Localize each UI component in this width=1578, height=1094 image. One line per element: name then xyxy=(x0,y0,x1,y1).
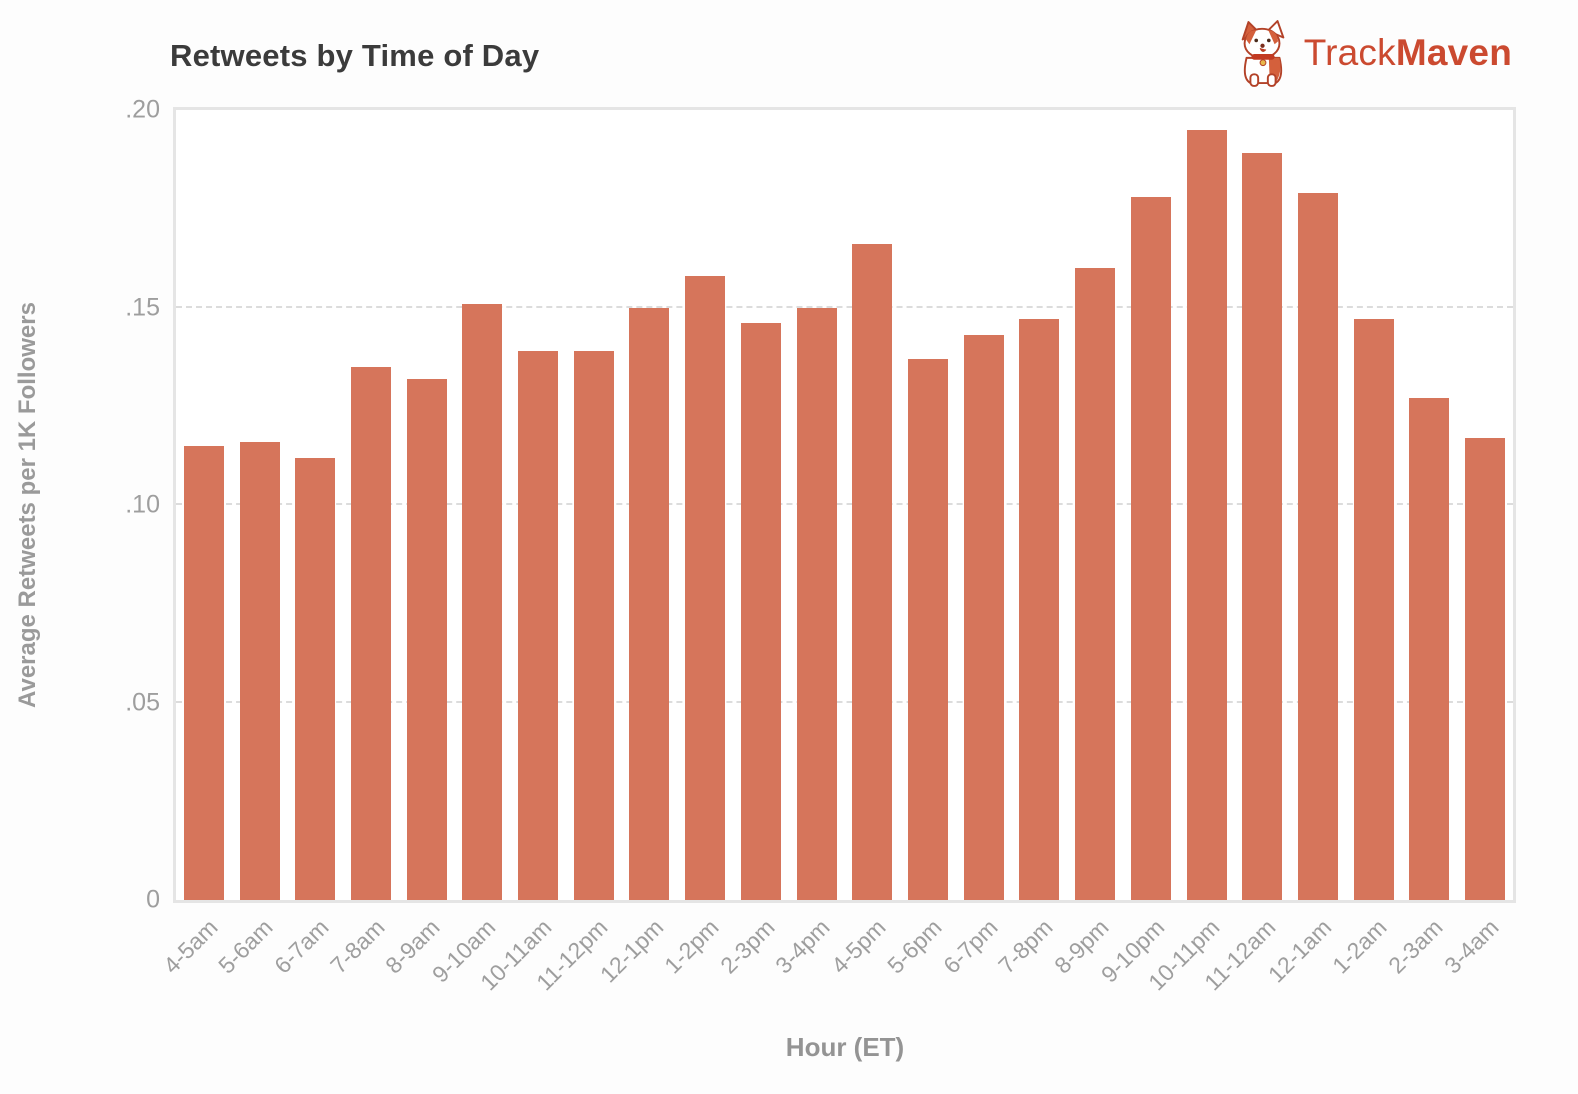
xtick-label-6-7am: 6-7am xyxy=(269,914,334,979)
xtick-label-2-3am: 2-3am xyxy=(1383,914,1448,979)
bar-slot-1-2am: 1-2am xyxy=(1328,110,1402,978)
gridline-0.1 xyxy=(176,503,1513,505)
bar-slot-7-8am: 7-8am xyxy=(325,110,399,978)
bar-slot-11-12pm: 11-12pm xyxy=(531,110,622,995)
logo-text-maven: Maven xyxy=(1395,32,1512,73)
bar-slot-9-10am: 9-10am xyxy=(427,110,511,988)
bar-11-12pm xyxy=(573,350,614,900)
bar-4-5pm xyxy=(852,244,893,900)
xtick-label-7-8am: 7-8am xyxy=(324,914,390,979)
bar-slot-7-8pm: 7-8pm xyxy=(993,110,1068,978)
bar-7-8pm xyxy=(1019,319,1060,900)
bar-12-1pm xyxy=(629,307,670,900)
xtick-label-2-3pm: 2-3pm xyxy=(714,914,780,979)
bar-8-9pm xyxy=(1075,268,1116,900)
ytick-label-20: .20 xyxy=(125,95,160,124)
bar-11-12am xyxy=(1242,153,1283,900)
xtick-label-3-4am: 3-4am xyxy=(1438,914,1504,979)
bar-series: 4-5am 5-6am 6-7am 7-8am 8-9am 9-10am 10-11am 11… xyxy=(158,110,1513,995)
bar-6-7am xyxy=(295,457,336,900)
bar-slot-4-5pm: 4-5pm xyxy=(826,110,900,978)
bar-10-11pm xyxy=(1186,129,1227,900)
ytick-label-0: 0 xyxy=(146,885,160,914)
bar-slot-5-6am: 5-6am xyxy=(213,110,288,978)
xtick-label-3-4pm: 3-4pm xyxy=(770,914,835,979)
bar-9-10pm xyxy=(1130,196,1171,900)
y-axis-title: Average Retweets per 1K Followers xyxy=(14,302,41,708)
bar-slot-3-4pm: 3-4pm xyxy=(770,110,845,978)
bar-slot-11-12am: 11-12am xyxy=(1199,110,1290,995)
bar-5-6pm xyxy=(907,358,948,900)
ytick-label-10: .10 xyxy=(125,490,160,519)
bar-2-3pm xyxy=(740,323,781,900)
bar-slot-8-9am: 8-9am xyxy=(381,110,455,978)
bar-slot-2-3am: 2-3am xyxy=(1383,110,1457,978)
bar-slot-9-10pm: 9-10pm xyxy=(1096,110,1179,988)
bar-10-11am xyxy=(518,350,559,900)
bar-9-10am xyxy=(462,303,503,900)
bar-8-9am xyxy=(406,378,447,900)
ytick-label-05: .05 xyxy=(125,688,160,716)
bar-6-7pm xyxy=(963,335,1004,900)
bar-slot-10-11pm: 10-11pm xyxy=(1144,110,1235,995)
xtick-label-5-6am: 5-6am xyxy=(213,914,278,979)
xtick-label-6-7pm: 6-7pm xyxy=(937,914,1003,979)
bar-slot-10-11am: 10-11am xyxy=(475,110,566,995)
bar-slot-4-5am: 4-5am xyxy=(158,110,232,978)
xtick-label-5-6pm: 5-6pm xyxy=(881,914,947,979)
bar-slot-2-3pm: 2-3pm xyxy=(715,110,789,978)
bar-1-2pm xyxy=(685,275,726,900)
bar-3-4am xyxy=(1465,437,1506,900)
plot-area: 4-5am 5-6am 6-7am 7-8am 8-9am 9-10am 10-11am 11… xyxy=(125,96,1516,995)
bar-7-8am xyxy=(350,366,391,900)
bar-slot-3-4am: 3-4am xyxy=(1439,110,1513,978)
bar-slot-6-7pm: 6-7pm xyxy=(938,110,1012,978)
gridline-0.15 xyxy=(176,305,1513,308)
bar-slot-8-9pm: 8-9pm xyxy=(1049,110,1123,978)
logo-wordmark: TrackMaven xyxy=(1304,32,1512,74)
bar-slot-12-1pm: 12-1pm xyxy=(594,110,678,988)
xtick-label-4-5pm: 4-5pm xyxy=(826,914,891,979)
chart-title: Retweets by Time of Day xyxy=(170,38,540,73)
x-axis-title: Hour (ET) xyxy=(785,1032,905,1062)
bar-4-5am xyxy=(183,445,224,900)
bar-12-1am xyxy=(1297,192,1338,900)
gridline-0.05 xyxy=(176,700,1513,703)
corgi-dog-icon xyxy=(1232,18,1294,88)
bar-slot-12-1am: 12-1am xyxy=(1263,110,1346,988)
xtick-label-4-5am: 4-5am xyxy=(157,914,223,979)
xtick-label-7-8pm: 7-8pm xyxy=(993,914,1058,979)
bar-2-3am xyxy=(1409,398,1450,900)
bar-slot-6-7am: 6-7am xyxy=(269,110,343,978)
xtick-label-1-2am: 1-2am xyxy=(1327,914,1393,979)
bar-3-4pm xyxy=(796,307,837,900)
bar-5-6am xyxy=(239,441,280,900)
bar-1-2am xyxy=(1353,319,1394,900)
bar-slot-1-2pm: 1-2pm xyxy=(659,110,733,978)
bar-slot-5-6pm: 5-6pm xyxy=(882,110,956,978)
logo-text-track: Track xyxy=(1303,32,1396,73)
xtick-label-1-2pm: 1-2pm xyxy=(659,914,724,979)
trackmaven-logo: TrackMaven xyxy=(1232,18,1512,88)
ytick-label-15: .15 xyxy=(125,293,160,321)
